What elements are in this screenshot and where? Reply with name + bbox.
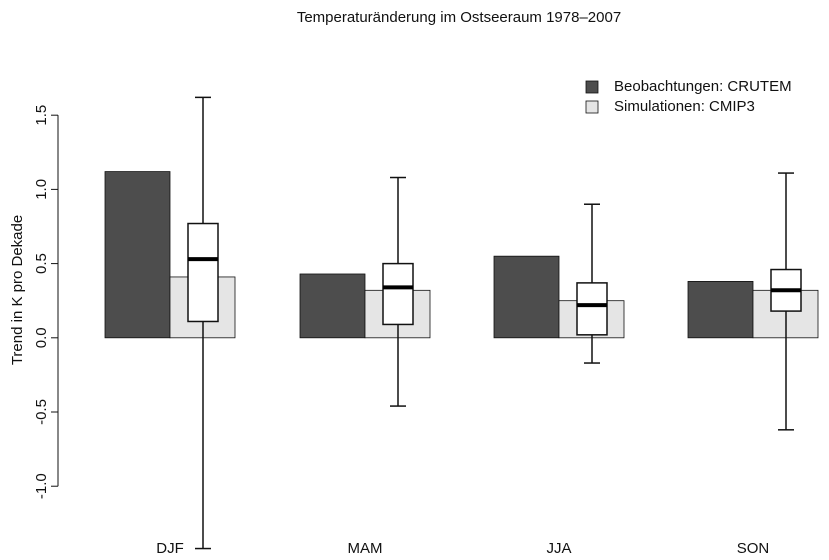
bar (687, 281, 754, 339)
x-tick-label: MAM (348, 540, 383, 557)
y-tick-label: -1.0 (33, 473, 50, 499)
y-tick-label: 1.0 (33, 179, 50, 200)
bar (104, 171, 171, 339)
chart-title: Temperaturänderung im Ostseeraum 1978–20… (297, 9, 621, 26)
bar (299, 273, 366, 339)
bar (493, 255, 560, 339)
box (382, 262, 414, 326)
y-tick-label: 0.0 (33, 327, 50, 348)
y-tick-label: -0.5 (33, 399, 50, 425)
legend-swatch (585, 100, 599, 114)
legend-label: Simulationen: CMIP3 (614, 98, 755, 115)
legend-label: Beobachtungen: CRUTEM (614, 78, 792, 95)
x-tick-label: SON (737, 540, 770, 557)
x-tick-label: JJA (546, 540, 571, 557)
y-tick-label: 0.5 (33, 253, 50, 274)
y-tick-label: 1.5 (33, 105, 50, 126)
box (187, 222, 219, 323)
legend-swatch (585, 80, 599, 94)
box (576, 282, 608, 336)
x-tick-label: DJF (156, 540, 184, 557)
y-axis-label: Trend in K pro Dekade (9, 215, 26, 365)
